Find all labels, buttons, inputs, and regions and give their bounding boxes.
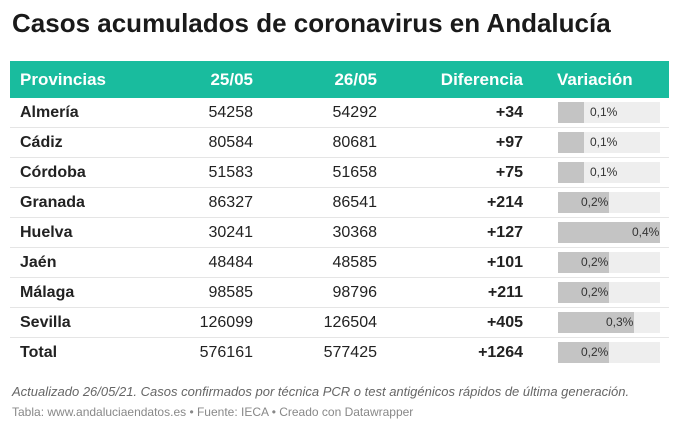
page-title: Casos acumulados de coronavirus en Andal… [12,8,611,38]
cell-provincia: Total [20,344,58,361]
cell-col-a: 80584 [208,134,254,151]
variacion-bar: 0,2% [558,342,660,363]
variacion-label: 0,2% [581,255,609,269]
cell-col-b: 98796 [332,284,378,301]
cell-provincia: Córdoba [20,164,86,181]
variacion-bar: 0,1% [558,132,660,153]
cell-col-b: 80681 [332,134,378,151]
cell-col-b: 577425 [323,344,377,361]
cell-col-a: 576161 [199,344,253,361]
table-row: Córdoba 51583 51658 +75 0,1% [10,158,669,188]
table-row: Cádiz 80584 80681 +97 0,1% [10,128,669,158]
cell-col-b: 54292 [332,104,378,121]
cell-col-b: 30368 [332,224,378,241]
cell-provincia: Jaén [20,254,57,271]
table-row: Almería 54258 54292 +34 0,1% [10,98,669,128]
cell-diferencia: +34 [495,104,523,121]
cell-diferencia: +101 [486,254,523,271]
variacion-bar: 0,4% [558,222,660,243]
cell-col-b: 48585 [332,254,378,271]
cell-diferencia: +1264 [478,344,523,361]
variacion-label: 0,1% [590,105,618,119]
variacion-label: 0,4% [632,225,660,239]
variacion-bar-fill [558,192,609,213]
cell-diferencia: +405 [486,314,523,331]
cell-provincia: Granada [20,194,85,211]
footnote: Actualizado 26/05/21. Casos confirmados … [12,384,630,399]
variacion-bar-fill [558,252,609,273]
variacion-bar: 0,3% [558,312,660,333]
header-provincias: Provincias [20,70,106,89]
table-body: Almería 54258 54292 +34 0,1% Cádiz 80584 80681 +… [10,98,669,367]
cell-col-a: 51583 [208,164,254,181]
cell-diferencia: +127 [486,224,523,241]
variacion-label: 0,1% [590,165,618,179]
cell-col-a: 126099 [199,314,253,331]
table-row: Jaén 48484 48585 +101 0,2% [10,248,669,278]
data-table: Provincias 25/05 26/05 Diferencia Variac… [10,61,669,367]
table-row: Málaga 98585 98796 +211 0,2% [10,278,669,308]
source-credit: Tabla: www.andaluciaendatos.es • Fuente:… [12,405,414,419]
variacion-bar-fill [558,102,584,123]
cell-col-a: 98585 [208,284,254,301]
header-col-a: 25/05 [210,70,253,89]
variacion-bar-fill [558,222,660,243]
header-diferencia: Diferencia [440,70,523,89]
cell-provincia: Sevilla [20,314,71,331]
variacion-bar-fill [558,162,584,183]
variacion-label: 0,1% [590,135,618,149]
variacion-bar: 0,1% [558,102,660,123]
cell-provincia: Almería [20,104,79,121]
cell-provincia: Huelva [20,224,73,241]
variacion-label: 0,2% [581,195,609,209]
cell-diferencia: +211 [487,284,523,301]
variacion-bar: 0,2% [558,252,660,273]
table-header: Provincias 25/05 26/05 Diferencia Variac… [10,61,669,98]
variacion-bar: 0,2% [558,282,660,303]
table-row: Huelva 30241 30368 +127 0,4% [10,218,669,248]
table-row: Sevilla 126099 126504 +405 0,3% [10,308,669,338]
variacion-bar: 0,2% [558,192,660,213]
cell-col-a: 86327 [208,194,254,211]
cell-col-a: 54258 [208,104,254,121]
variacion-bar-fill [558,282,609,303]
variacion-bar-fill [558,132,584,153]
cell-col-b: 86541 [332,194,378,211]
cell-diferencia: +75 [495,164,523,181]
variacion-bar-fill [558,342,609,363]
table-row: Total 576161 577425 +1264 0,2% [10,338,669,367]
cell-provincia: Málaga [20,284,75,301]
cell-provincia: Cádiz [20,134,63,151]
cell-col-a: 48484 [208,254,254,271]
cell-diferencia: +97 [495,134,523,151]
cell-col-a: 30241 [208,224,254,241]
variacion-bar-fill [558,312,634,333]
variacion-label: 0,2% [581,345,609,359]
cell-col-b: 51658 [332,164,378,181]
table-row: Granada 86327 86541 +214 0,2% [10,188,669,218]
variacion-bar: 0,1% [558,162,660,183]
cell-diferencia: +214 [486,194,523,211]
header-variacion: Variación [557,70,633,89]
cell-col-b: 126504 [323,314,377,331]
variacion-label: 0,2% [581,285,609,299]
variacion-label: 0,3% [606,315,634,329]
header-col-b: 26/05 [334,70,377,89]
